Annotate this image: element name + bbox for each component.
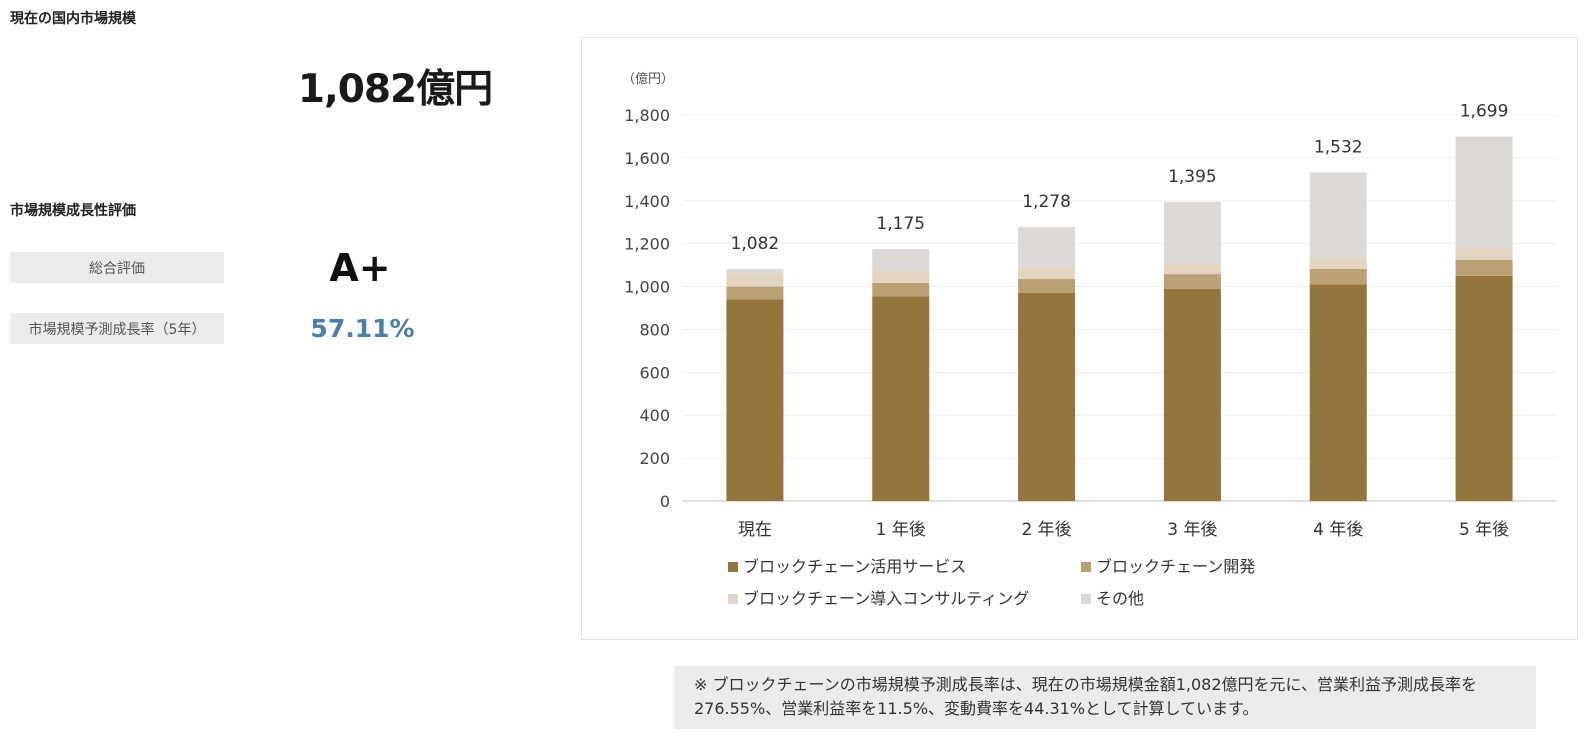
bar-segment bbox=[726, 299, 784, 501]
bar-segment bbox=[1018, 267, 1076, 280]
total-data-label: 1,278 bbox=[1022, 192, 1071, 212]
bar-segment bbox=[872, 271, 930, 283]
growth-evaluation-title: 市場規模成長性評価 bbox=[10, 203, 136, 219]
bar-segment bbox=[1163, 274, 1221, 289]
bar-segment bbox=[1163, 201, 1221, 265]
legend-label: ブロックチェーン活用サービス bbox=[743, 557, 966, 576]
y-tick-label: 1,400 bbox=[624, 192, 670, 211]
bar-segment bbox=[1018, 292, 1076, 501]
bar-segment bbox=[1455, 275, 1513, 501]
bar-segment bbox=[1309, 268, 1367, 285]
total-data-label: 1,532 bbox=[1314, 137, 1363, 157]
bar-segment bbox=[1455, 247, 1513, 260]
y-tick-label: 1,000 bbox=[624, 278, 670, 297]
market-size-value: 1,082億円 bbox=[297, 67, 493, 112]
x-tick-label: 現在 bbox=[738, 520, 772, 540]
growth-rate-value: 57.11% bbox=[310, 314, 415, 343]
y-axis-unit-label: （億円） bbox=[622, 71, 674, 87]
y-tick-label: 1,200 bbox=[624, 235, 670, 254]
y-tick-label: 600 bbox=[639, 363, 670, 382]
legend-swatch bbox=[1081, 562, 1091, 572]
bar-segment bbox=[1309, 172, 1367, 258]
bar-segment bbox=[726, 286, 784, 300]
x-tick-label: 4 年後 bbox=[1313, 520, 1363, 540]
total-data-label: 1,395 bbox=[1168, 167, 1217, 187]
bar-segment bbox=[726, 268, 784, 274]
y-tick-label: 1,600 bbox=[624, 149, 670, 168]
calculation-note: ※ ブロックチェーンの市場規模予測成長率は、現在の市場規模金額1,082億円を元… bbox=[674, 666, 1536, 729]
legend-swatch bbox=[728, 594, 738, 604]
bar-segment bbox=[1455, 259, 1513, 276]
growth-rate-label: 市場規模予測成長率（5年） bbox=[10, 313, 224, 344]
bar-segment bbox=[1163, 264, 1221, 275]
bar-segment bbox=[872, 296, 930, 501]
overall-rating-value: A+ bbox=[329, 246, 391, 290]
bar-segment bbox=[726, 273, 784, 287]
y-tick-label: 0 bbox=[660, 492, 670, 511]
bar-segment bbox=[872, 282, 930, 297]
bar-segment bbox=[1309, 284, 1367, 501]
bar-segment bbox=[1018, 226, 1076, 268]
y-tick-label: 200 bbox=[639, 449, 670, 468]
legend-label: ブロックチェーン開発 bbox=[1096, 557, 1255, 576]
y-tick-label: 1,800 bbox=[624, 106, 670, 125]
total-data-label: 1,699 bbox=[1460, 102, 1509, 122]
y-tick-label: 400 bbox=[639, 406, 670, 425]
bar-segment bbox=[872, 249, 930, 272]
legend-swatch bbox=[728, 562, 738, 572]
legend-label: ブロックチェーン導入コンサルティング bbox=[743, 589, 1029, 608]
legend-swatch bbox=[1081, 594, 1091, 604]
x-tick-label: 5 年後 bbox=[1459, 520, 1509, 540]
bar-segment bbox=[1018, 279, 1076, 293]
bar-segment bbox=[1455, 136, 1513, 248]
overall-rating-label: 総合評価 bbox=[10, 252, 224, 283]
stacked-bar-chart: （億円） 0 200 400 600 800 1,000 1,200 1,400 1,600 1,… bbox=[622, 71, 1557, 608]
total-data-label: 1,175 bbox=[876, 214, 925, 234]
legend-label: その他 bbox=[1096, 589, 1144, 608]
y-tick-label: 800 bbox=[639, 320, 670, 339]
total-data-label: 1,082 bbox=[731, 234, 780, 254]
market-size-title: 現在の国内市場規模 bbox=[10, 11, 136, 27]
x-tick-label: 1 年後 bbox=[876, 520, 926, 540]
chart-panel: （億円） 0 200 400 600 800 1,000 1,200 1,400 1,600 1,… bbox=[581, 37, 1578, 640]
x-tick-label: 3 年後 bbox=[1167, 520, 1217, 540]
x-tick-label: 2 年後 bbox=[1021, 520, 1071, 540]
bar-segment bbox=[1309, 257, 1367, 269]
bar-segment bbox=[1163, 288, 1221, 501]
